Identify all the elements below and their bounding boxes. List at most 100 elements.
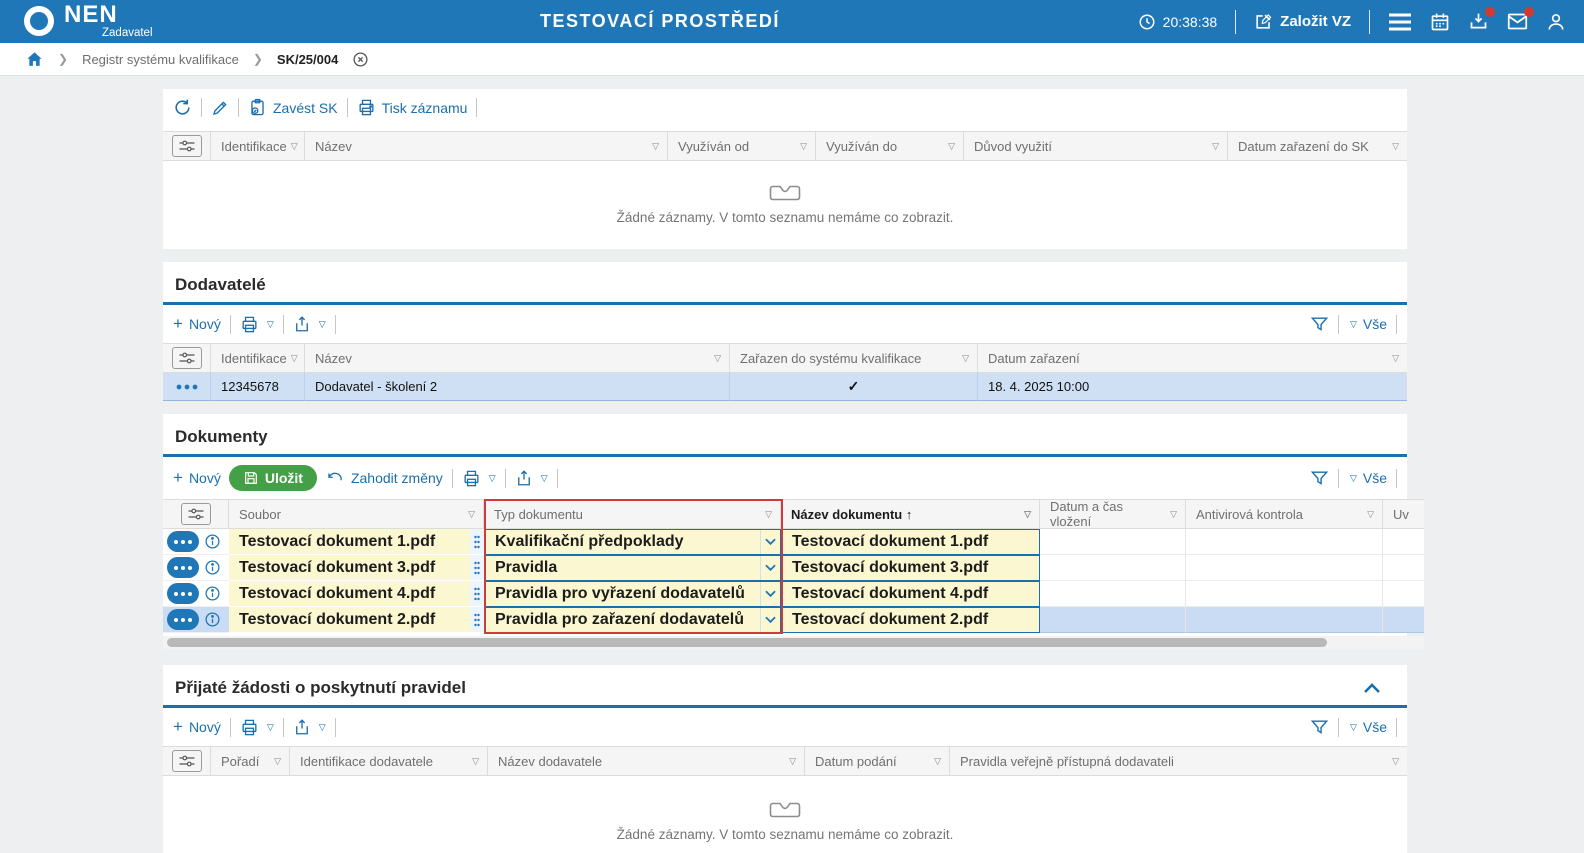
filter-icon[interactable]: ▽: [714, 352, 721, 363]
table-row[interactable]: 12345678 Dodavatel - školení 2 ✓ 18. 4. …: [163, 373, 1407, 401]
refresh-button[interactable]: [173, 98, 192, 117]
document-name-input[interactable]: Testovací dokument 1.pdf: [781, 529, 1040, 555]
col-soubor[interactable]: Soubor ▽: [229, 499, 484, 529]
info-icon[interactable]: [204, 533, 221, 550]
col-nazev[interactable]: Název ▽: [305, 131, 668, 161]
col-vyuzivan-do[interactable]: Využíván do ▽: [816, 131, 964, 161]
close-tab-icon[interactable]: [352, 51, 369, 68]
vse-filter-button[interactable]: ▽ Vše: [1349, 316, 1387, 332]
home-icon[interactable]: [25, 50, 44, 69]
filter-icon[interactable]: ▽: [934, 755, 941, 766]
filter-funnel-button[interactable]: [1310, 315, 1329, 334]
filter-icon[interactable]: ▽: [1367, 508, 1374, 519]
new-button[interactable]: + Nový: [173, 468, 221, 487]
column-settings-button[interactable]: [163, 343, 211, 373]
filter-icon[interactable]: ▽: [1392, 140, 1399, 151]
col-nazev[interactable]: Název ▽: [305, 343, 730, 373]
file-cell[interactable]: Testovací dokument 4.pdf: [229, 581, 484, 607]
column-settings-button[interactable]: [163, 499, 229, 529]
filter-icon[interactable]: ▽: [1212, 140, 1219, 151]
vse-filter-button[interactable]: ▽ Vše: [1349, 470, 1387, 486]
dropdown-arrow-icon[interactable]: ▽: [488, 472, 496, 483]
info-icon[interactable]: [204, 559, 221, 576]
breadcrumb-registr[interactable]: Registr systému kvalifikace: [82, 51, 239, 67]
drag-handle-icon[interactable]: [470, 581, 484, 606]
col-antivirova-kontrola[interactable]: Antivirová kontrola ▽: [1186, 499, 1383, 529]
export-button[interactable]: ▽: [293, 718, 326, 736]
save-button[interactable]: Uložit: [228, 465, 317, 491]
document-type-select[interactable]: Pravidla: [484, 555, 781, 581]
filter-icon[interactable]: ▽: [274, 755, 281, 766]
col-datum-podani[interactable]: Datum podání ▽: [805, 746, 950, 776]
mail-icon[interactable]: [1507, 7, 1534, 32]
export-button[interactable]: ▽: [515, 469, 548, 487]
row-actions-button[interactable]: [167, 583, 199, 604]
new-button[interactable]: + Nový: [173, 314, 221, 333]
filter-icon[interactable]: ▽: [765, 508, 772, 519]
col-nazev-dodavatele[interactable]: Název dodavatele ▽: [488, 746, 805, 776]
export-button[interactable]: ▽: [293, 315, 326, 333]
dropdown-arrow-icon[interactable]: ▽: [318, 318, 326, 329]
filter-icon[interactable]: ▽: [652, 140, 659, 151]
new-button[interactable]: + Nový: [173, 717, 221, 736]
nen-logo[interactable]: NEN Zadavatel: [0, 3, 153, 40]
filter-icon[interactable]: ▽: [1392, 755, 1399, 766]
col-pravidla-pristupna[interactable]: Pravidla veřejně přístupná dodavateli ▽: [950, 746, 1407, 776]
filter-icon[interactable]: ▽: [290, 140, 298, 151]
filter-icon[interactable]: ▽: [1392, 352, 1399, 363]
filter-icon[interactable]: ▽: [290, 352, 298, 363]
collapse-icon[interactable]: [1363, 682, 1381, 694]
calendar-icon[interactable]: [1430, 12, 1450, 32]
col-uverejnen[interactable]: Uv: [1383, 499, 1424, 529]
col-poradi[interactable]: Pořadí ▽: [211, 746, 290, 776]
print-button[interactable]: ▽: [462, 469, 496, 488]
print-button[interactable]: ▽: [240, 718, 274, 737]
col-zarazen[interactable]: Zařazen do systému kvalifikace ▽: [730, 343, 978, 373]
col-nazev-dokumentu[interactable]: Název dokumentu ↑ ▽: [781, 499, 1040, 529]
menu-icon[interactable]: [1388, 13, 1412, 31]
horizontal-scrollbar[interactable]: [163, 636, 1424, 649]
filter-icon[interactable]: ▽: [1170, 508, 1177, 519]
info-icon[interactable]: [204, 585, 221, 602]
row-actions-button[interactable]: [167, 557, 199, 578]
filter-icon[interactable]: ▽: [789, 755, 796, 766]
col-identifikace[interactable]: Identifikace ▽: [211, 131, 305, 161]
print-record-button[interactable]: Tisk záznamu: [357, 98, 467, 117]
filter-icon[interactable]: ▽: [948, 140, 955, 151]
filter-icon[interactable]: ▽: [468, 508, 475, 519]
scrollbar-thumb[interactable]: [167, 638, 1327, 647]
col-identifikace-dodavatele[interactable]: Identifikace dodavatele ▽: [290, 746, 488, 776]
user-icon[interactable]: [1546, 12, 1566, 32]
file-cell[interactable]: Testovací dokument 1.pdf: [229, 529, 484, 555]
file-cell[interactable]: Testovací dokument 2.pdf: [229, 607, 484, 633]
document-type-select[interactable]: Pravidla pro zařazení dodavatelů: [484, 607, 781, 633]
dropdown-arrow-icon[interactable]: ▽: [266, 721, 274, 732]
col-typ-dokumentu[interactable]: Typ dokumentu ▽: [484, 499, 781, 529]
document-type-select[interactable]: Kvalifikační předpoklady: [484, 529, 781, 555]
column-settings-button[interactable]: [163, 131, 211, 161]
filter-icon[interactable]: ▽: [800, 140, 807, 151]
row-actions-button[interactable]: [163, 373, 211, 401]
create-vz-button[interactable]: Založit VZ: [1254, 12, 1351, 31]
discard-changes-button[interactable]: Zahodit změny: [325, 469, 443, 487]
col-datum-vlozeni[interactable]: Datum a čas vložení ▽: [1040, 499, 1186, 529]
filter-funnel-button[interactable]: [1310, 469, 1329, 488]
document-name-input[interactable]: Testovací dokument 4.pdf: [781, 581, 1040, 607]
filter-icon[interactable]: ▽: [962, 352, 969, 363]
vse-filter-button[interactable]: ▽ Vše: [1349, 719, 1387, 735]
document-type-select[interactable]: Pravidla pro vyřazení dodavatelů: [484, 581, 781, 607]
drag-handle-icon[interactable]: [470, 555, 484, 580]
filter-icon[interactable]: ▽: [472, 755, 479, 766]
col-datum-zarazeni-sk[interactable]: Datum zařazení do SK ▽: [1228, 131, 1407, 161]
col-identifikace[interactable]: Identifikace ▽: [211, 343, 305, 373]
document-name-input[interactable]: Testovací dokument 2.pdf: [781, 607, 1040, 633]
dropdown-arrow-icon[interactable]: ▽: [540, 472, 548, 483]
col-datum-zarazeni[interactable]: Datum zařazení ▽: [978, 343, 1407, 373]
inbox-icon[interactable]: [1468, 7, 1495, 32]
document-name-input[interactable]: Testovací dokument 3.pdf: [781, 555, 1040, 581]
edit-button[interactable]: [211, 99, 229, 117]
column-settings-button[interactable]: [163, 746, 211, 776]
col-duvod-vyuziti[interactable]: Důvod využití ▽: [964, 131, 1228, 161]
row-actions-button[interactable]: [167, 609, 199, 630]
drag-handle-icon[interactable]: [470, 607, 484, 632]
